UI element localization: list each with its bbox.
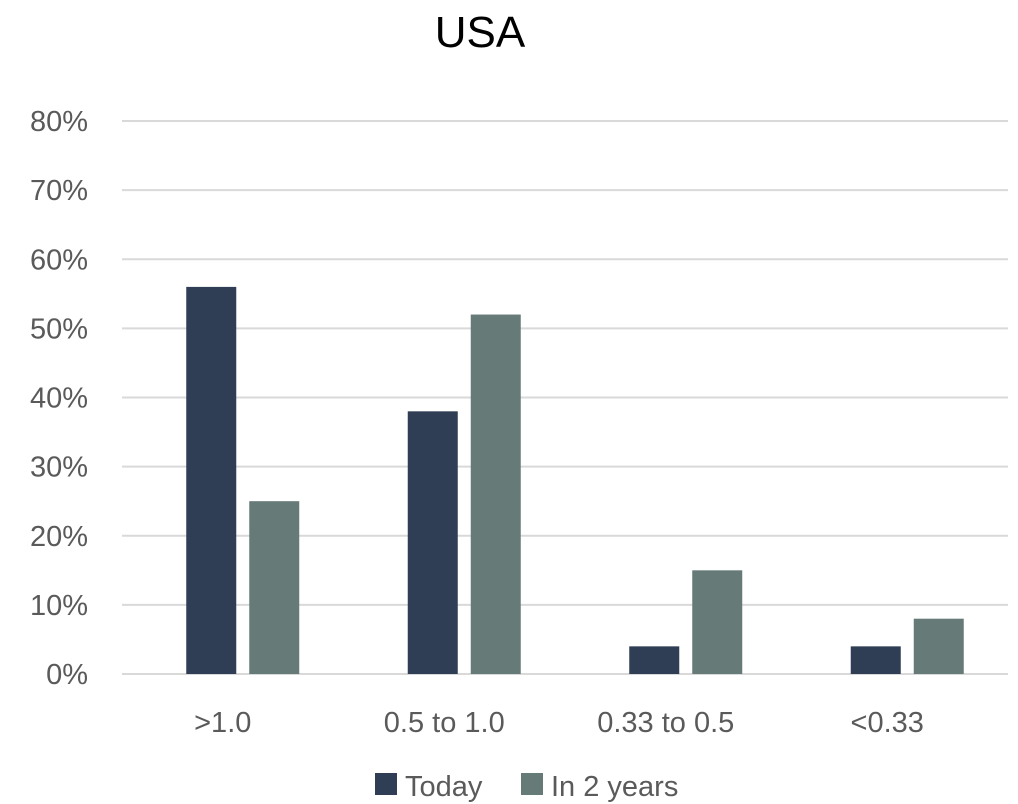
x-category-label: 0.33 to 0.5 xyxy=(597,707,734,739)
x-category-label: <0.33 xyxy=(851,707,924,739)
bar-today-2 xyxy=(629,646,680,674)
chart-title: USA xyxy=(435,8,526,57)
bar-in-2-years-2 xyxy=(692,570,743,674)
bar-today-3 xyxy=(850,646,901,674)
y-tick-label: 50% xyxy=(30,313,88,345)
y-tick-label: 40% xyxy=(30,383,88,415)
x-category-label: >1.0 xyxy=(194,707,251,739)
y-axis-tick-labels: 0% 10% 20% 30% 40% 50% 60% 70% 80% xyxy=(30,106,88,691)
y-tick-label: 0% xyxy=(46,659,88,691)
y-tick-label: 10% xyxy=(30,590,88,622)
legend-label-1: In 2 years xyxy=(551,771,678,803)
y-tick-label: 70% xyxy=(30,175,88,207)
legend-swatch-0 xyxy=(375,773,397,795)
bar-in-2-years-1 xyxy=(470,314,521,674)
legend-label-0: Today xyxy=(405,771,483,803)
y-tick-label: 60% xyxy=(30,244,88,276)
x-category-label: 0.5 to 1.0 xyxy=(384,707,505,739)
bars xyxy=(186,286,964,674)
legend-swatch-1 xyxy=(521,773,543,795)
bar-in-2-years-0 xyxy=(249,501,300,674)
bar-today-1 xyxy=(407,411,458,674)
y-tick-label: 80% xyxy=(30,106,88,138)
bar-in-2-years-3 xyxy=(913,618,964,674)
x-axis-category-labels: >1.0 0.5 to 1.0 0.33 to 0.5 <0.33 xyxy=(194,707,924,739)
y-tick-label: 30% xyxy=(30,452,88,484)
legend: Today In 2 years xyxy=(375,771,678,803)
y-tick-label: 20% xyxy=(30,521,88,553)
bar-today-0 xyxy=(186,286,237,674)
